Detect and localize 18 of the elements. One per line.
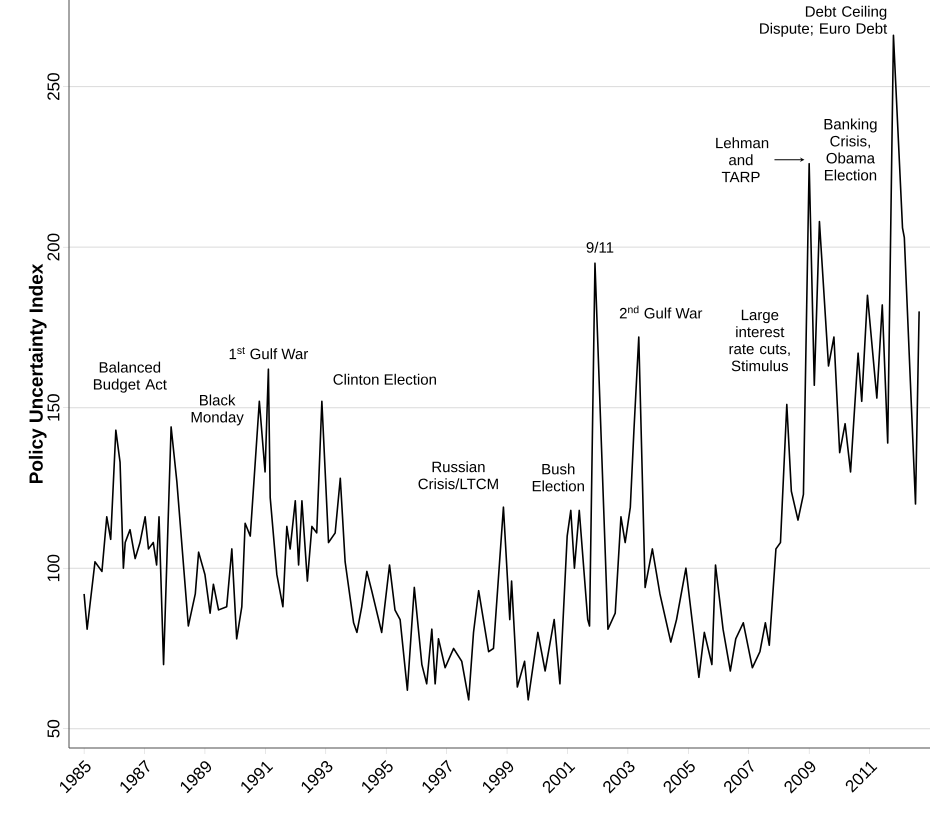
y-axis-title: Policy Uncertainty Index xyxy=(28,264,47,484)
annotation: Clinton Election xyxy=(334,374,436,385)
annotation: 1$^{st}$ Gulf War xyxy=(230,347,308,360)
annotation: 2$^{nd}$ Gulf War xyxy=(620,306,702,319)
annotation: Balanced Budget Act xyxy=(94,362,167,393)
annotation: Large interest rate cuts, Stimulus xyxy=(730,310,790,372)
annotation: Lehman and TARP xyxy=(716,137,768,182)
annotation: Debt Ceiling Dispute; Euro Debt xyxy=(760,6,888,37)
y-tick-label: 100 xyxy=(47,554,60,582)
annotation: Black Monday xyxy=(192,394,244,426)
y-tick-label: 200 xyxy=(47,234,60,260)
annotation: 9/11 xyxy=(586,242,614,253)
y-tick-label: 250 xyxy=(47,73,60,100)
annotation: Russian Crisis/LTCM xyxy=(418,461,498,490)
y-tick-label: 50 xyxy=(47,720,60,738)
y-tick-label: 150 xyxy=(47,394,60,421)
annotation: Banking Crisis, Obama Election xyxy=(824,118,877,180)
annotation: Bush Election xyxy=(532,463,584,492)
